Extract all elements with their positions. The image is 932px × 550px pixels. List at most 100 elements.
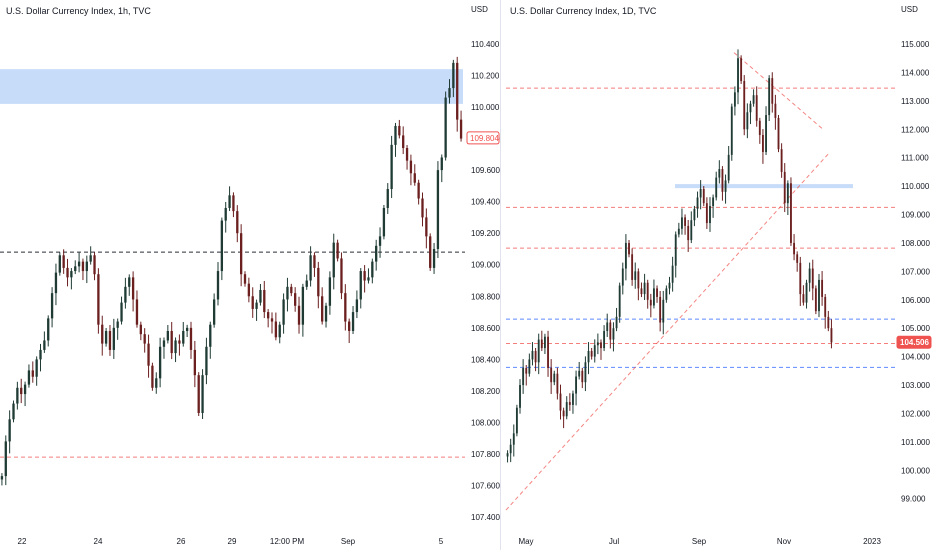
panel-divider[interactable] <box>500 0 501 550</box>
candle <box>66 267 69 278</box>
candle <box>777 117 780 150</box>
candle <box>528 359 531 374</box>
chart-panel-1h[interactable]: USD110.400110.200110.000109.800109.60010… <box>0 0 501 550</box>
x-tick-label: Nov <box>777 537 791 546</box>
candle <box>278 324 281 338</box>
candle <box>432 248 436 268</box>
candle <box>534 350 537 363</box>
y-tick-label: 109.600 <box>471 166 500 175</box>
candle <box>824 296 827 317</box>
unit-label: USD <box>901 5 918 14</box>
y-tick-label: 114.000 <box>901 68 930 77</box>
candle <box>209 324 212 347</box>
y-tick-label: 100.000 <box>901 466 930 475</box>
candle <box>297 305 301 325</box>
candle <box>515 407 518 434</box>
candle <box>394 125 397 145</box>
candle <box>758 120 761 135</box>
candle <box>332 242 335 278</box>
candle <box>147 343 150 366</box>
last-price-label: 104.506 <box>900 338 929 347</box>
candle <box>665 288 668 300</box>
candle <box>640 288 643 295</box>
candle <box>656 288 658 297</box>
y-tick-label: 110.000 <box>901 182 930 191</box>
chart-canvas-1h[interactable]: USD110.400110.200110.000109.800109.60010… <box>0 0 501 550</box>
chart-canvas-1d[interactable]: USD 115.000 114.000 113.000 112.000 111.000 11… <box>501 0 932 550</box>
candle <box>821 279 824 297</box>
candle <box>721 169 724 192</box>
candle <box>166 330 169 341</box>
y-tick-label: 115.000 <box>901 40 930 49</box>
candle <box>802 294 805 303</box>
candle <box>659 296 662 323</box>
candle <box>684 217 687 226</box>
candle <box>628 242 630 255</box>
x-tick-label: 24 <box>94 537 103 546</box>
candle <box>8 419 11 442</box>
chart-panel-1d[interactable]: USD 115.000 114.000 113.000 112.000 111.000 11… <box>501 0 932 550</box>
candle <box>596 342 599 346</box>
y-tick-label: 109.000 <box>901 211 930 220</box>
candle <box>4 441 7 477</box>
candle <box>525 367 528 374</box>
candle <box>702 188 705 204</box>
candle <box>690 220 693 241</box>
candle <box>575 376 578 394</box>
candle <box>224 207 227 221</box>
candle <box>232 195 235 212</box>
candle <box>158 346 162 379</box>
candle <box>108 330 112 350</box>
y-tick-label: 109.000 <box>471 261 500 270</box>
candle <box>417 182 420 199</box>
candle <box>553 373 556 383</box>
candle <box>247 283 251 297</box>
candle <box>301 286 305 325</box>
candle <box>662 299 665 323</box>
candle <box>220 220 224 272</box>
candle <box>609 322 612 340</box>
y-tick-label: 101.000 <box>901 438 930 447</box>
candle <box>727 154 730 181</box>
candle <box>740 58 743 81</box>
y-tick-label: 109.400 <box>471 198 500 207</box>
candle <box>162 340 166 347</box>
candle <box>170 330 173 354</box>
candle <box>31 370 34 377</box>
candle <box>818 279 820 312</box>
candle <box>243 274 247 284</box>
candle <box>359 271 362 300</box>
last-price-tag: 109.804 <box>466 131 500 145</box>
candle <box>340 258 343 294</box>
y-tick-label: 110.400 <box>471 40 500 49</box>
candle <box>97 274 100 325</box>
candle <box>282 299 285 325</box>
candle <box>155 378 158 388</box>
candle <box>543 336 546 349</box>
candle <box>143 334 146 344</box>
candle <box>355 299 359 313</box>
candle <box>590 350 593 357</box>
candle <box>444 97 447 158</box>
candle <box>603 331 606 349</box>
candle <box>572 393 574 405</box>
candle <box>705 203 708 224</box>
x-tick-label: 2023 <box>863 537 881 546</box>
candle <box>531 350 534 360</box>
last-price-label: 109.804 <box>470 134 499 143</box>
x-tick-label: 29 <box>228 537 237 546</box>
candle <box>600 342 602 349</box>
candle <box>139 324 142 335</box>
candle <box>251 296 254 309</box>
candle <box>290 286 293 294</box>
candle <box>646 282 649 300</box>
candle <box>23 384 27 395</box>
candle <box>348 321 351 331</box>
candle <box>255 302 258 309</box>
candle <box>761 134 764 153</box>
candle <box>216 271 220 300</box>
last-price-badge <box>896 335 932 349</box>
candle <box>568 402 571 405</box>
y-tick-label: 109.200 <box>471 229 500 238</box>
